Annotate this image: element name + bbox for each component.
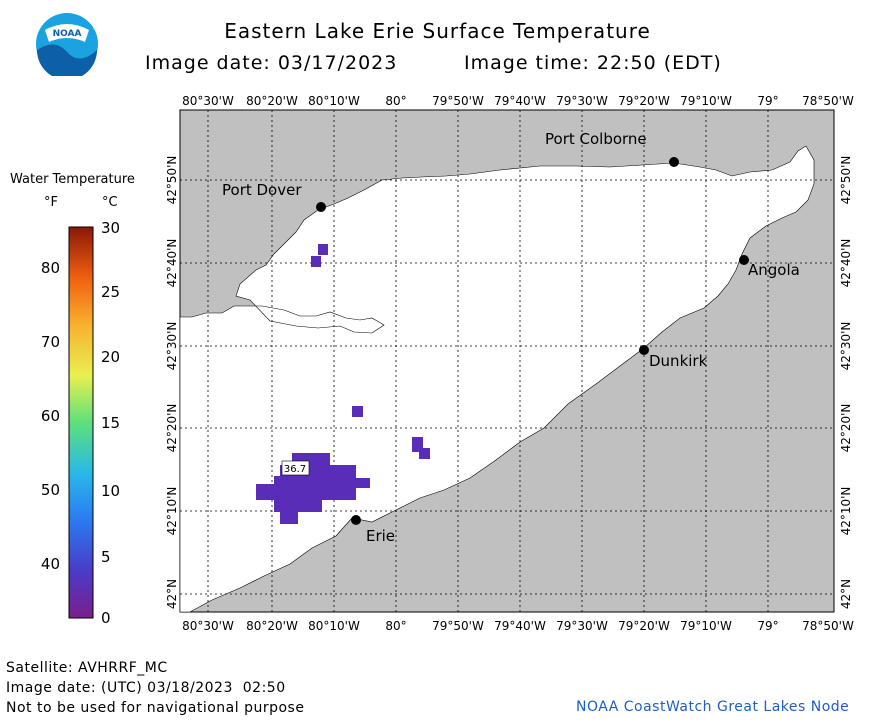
legend-title: Water Temperature	[10, 172, 135, 187]
map-title: Eastern Lake Erie Surface Temperature	[224, 19, 651, 43]
f-tick-70: 70	[41, 333, 60, 351]
svg-text:79°40'W: 79°40'W	[494, 619, 546, 633]
svg-text:78°50'W: 78°50'W	[802, 619, 854, 633]
svg-text:42°40'N: 42°40'N	[165, 239, 179, 288]
svg-text:79°50'W: 79°50'W	[432, 94, 484, 108]
logo-text: NOAA	[53, 29, 82, 39]
erie-label: Erie	[366, 527, 395, 545]
latitude-labels-right: 42°50'N 42°40'N 42°30'N 42°20'N 42°10'N …	[839, 156, 853, 610]
dunkirk-marker	[639, 345, 649, 355]
graticule	[180, 110, 834, 612]
svg-text:79°20'W: 79°20'W	[618, 94, 670, 108]
svg-text:42°10'N: 42°10'N	[839, 487, 853, 536]
svg-text:78°50'W: 78°50'W	[802, 94, 854, 108]
c-tick-10: 10	[101, 482, 120, 500]
dunkirk-label: Dunkirk	[649, 352, 708, 370]
port-dover-marker	[316, 202, 326, 212]
temp-readout: 36.7	[284, 464, 306, 475]
f-tick-60: 60	[41, 407, 60, 425]
svg-text:79°10'W: 79°10'W	[680, 619, 732, 633]
svg-text:42°20'N: 42°20'N	[839, 404, 853, 453]
svg-text:79°30'W: 79°30'W	[556, 94, 608, 108]
svg-text:79°10'W: 79°10'W	[680, 94, 732, 108]
utc-date-info: Image date: (UTC) 03/18/2023 02:50	[6, 680, 286, 696]
temperature-color-scale: 80 70 60 50 40 30 25 20 15 10 5 0	[41, 219, 120, 627]
angola-marker	[739, 255, 749, 265]
f-tick-80: 80	[41, 259, 60, 277]
port-colborne-marker	[669, 157, 679, 167]
svg-text:42°20'N: 42°20'N	[165, 404, 179, 453]
svg-text:79°: 79°	[757, 94, 778, 108]
c-tick-0: 0	[101, 609, 111, 627]
svg-text:79°20'W: 79°20'W	[618, 619, 670, 633]
credit-node: NOAA CoastWatch Great Lakes Node	[576, 699, 850, 715]
legend-unit-c: °C	[102, 195, 118, 210]
svg-text:42°N: 42°N	[839, 579, 853, 609]
svg-text:80°20'W: 80°20'W	[246, 94, 298, 108]
svg-text:42°30'N: 42°30'N	[839, 322, 853, 371]
svg-text:42°30'N: 42°30'N	[165, 322, 179, 371]
c-tick-30: 30	[101, 219, 120, 237]
c-tick-25: 25	[101, 283, 120, 301]
svg-text:79°: 79°	[757, 619, 778, 633]
port-dover-label: Port Dover	[222, 181, 302, 199]
satellite-info: Satellite: AVHRRF_MC	[6, 660, 168, 676]
temp-readout-box	[281, 460, 310, 476]
f-tick-40: 40	[41, 555, 60, 573]
svg-text:80°30'W: 80°30'W	[182, 619, 234, 633]
svg-text:79°50'W: 79°50'W	[432, 619, 484, 633]
image-date: Image date: 03/17/2023	[145, 52, 398, 74]
legend-unit-f: °F	[44, 195, 58, 210]
longitude-labels-bottom: 80°30'W 80°20'W 80°10'W 80° 79°50'W 79°40'W…	[182, 619, 854, 633]
angola-label: Angola	[748, 261, 800, 279]
c-tick-15: 15	[101, 414, 120, 432]
city-labels: Port Colborne Port Dover Angola Dunkirk …	[222, 130, 800, 545]
f-tick-50: 50	[41, 481, 60, 499]
latitude-labels-left: 42°50'N 42°40'N 42°30'N 42°20'N 42°10'N …	[165, 156, 179, 610]
svg-text:42°50'N: 42°50'N	[839, 156, 853, 205]
svg-text:42°40'N: 42°40'N	[839, 239, 853, 288]
image-time: Image time: 22:50 (EDT)	[464, 52, 722, 74]
svg-text:42°N: 42°N	[165, 579, 179, 609]
svg-text:79°30'W: 79°30'W	[556, 619, 608, 633]
disclaimer: Not to be used for navigational purpose	[6, 700, 305, 716]
svg-text:42°10'N: 42°10'N	[165, 487, 179, 536]
svg-text:80°10'W: 80°10'W	[308, 619, 360, 633]
c-tick-20: 20	[101, 348, 120, 366]
svg-text:80°10'W: 80°10'W	[308, 94, 360, 108]
port-colborne-label: Port Colborne	[545, 130, 647, 148]
c-tick-5: 5	[101, 548, 111, 566]
svg-text:80°20'W: 80°20'W	[246, 619, 298, 633]
noaa-logo: NOAA	[36, 13, 98, 76]
city-markers	[316, 157, 749, 525]
svg-text:42°50'N: 42°50'N	[165, 156, 179, 205]
svg-text:80°: 80°	[385, 619, 406, 633]
erie-marker	[351, 515, 361, 525]
fahrenheit-tick-labels: 80 70 60 50 40	[41, 259, 60, 573]
svg-text:80°: 80°	[385, 94, 406, 108]
celsius-tick-labels: 30 25 20 15 10 5 0	[101, 219, 120, 627]
svg-text:80°30'W: 80°30'W	[182, 94, 234, 108]
longitude-labels-top: 80°30'W 80°20'W 80°10'W 80° 79°50'W 79°40'W…	[182, 94, 854, 108]
svg-text:79°40'W: 79°40'W	[494, 94, 546, 108]
